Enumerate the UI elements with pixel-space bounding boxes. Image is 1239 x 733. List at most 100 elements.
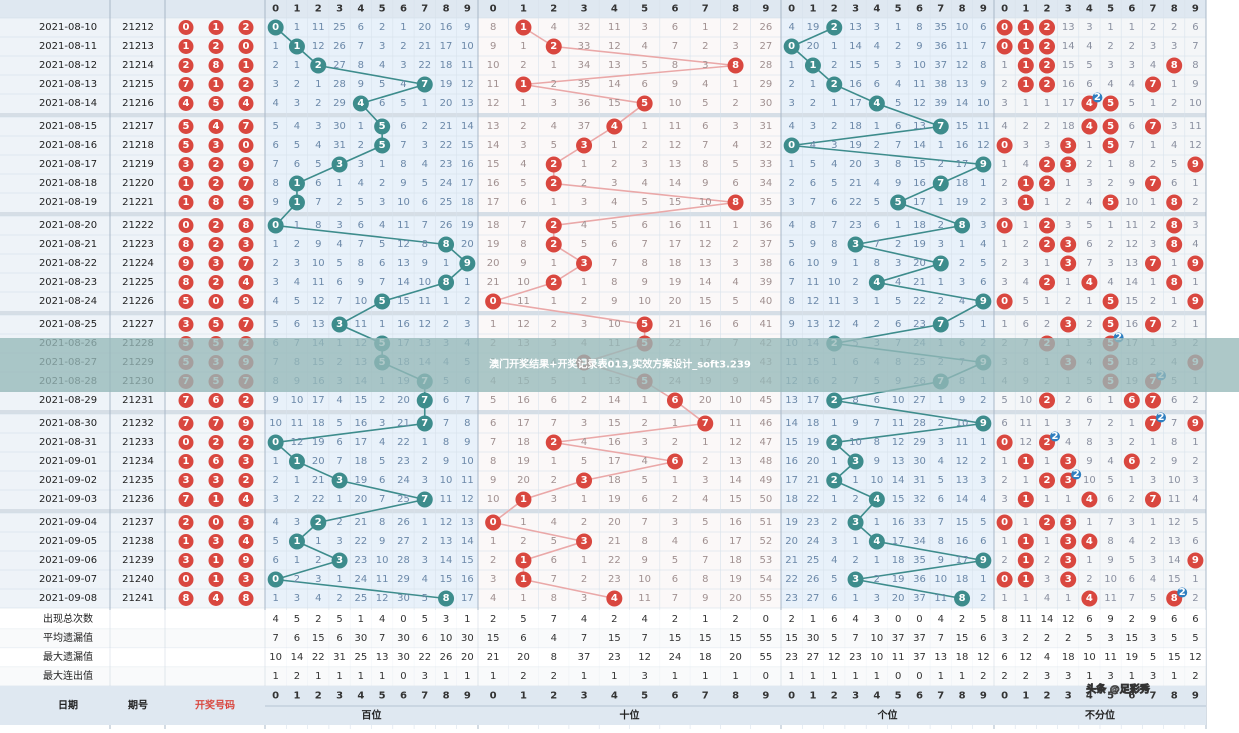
miss-value: 9 <box>852 418 858 429</box>
miss-value: 19 <box>608 494 621 505</box>
miss-value: 13 <box>956 79 969 90</box>
miss-value: 1 <box>980 178 986 189</box>
miss-value: 5 <box>732 159 738 170</box>
miss-value: 21 <box>913 277 926 288</box>
draw-ball <box>238 237 254 252</box>
stats-label: 出现总次数 <box>43 612 93 625</box>
stats-value: 6 <box>980 633 986 644</box>
hit-ball <box>1060 514 1077 531</box>
miss-value: 5 <box>895 98 901 109</box>
date: 2021-08-15 <box>39 121 97 132</box>
miss-value: 4 <box>980 239 986 250</box>
miss-value: 2 <box>551 79 557 90</box>
draw-ball <box>178 534 194 549</box>
header-digit: 5 <box>641 4 648 15</box>
hit-digit: 5 <box>641 98 648 109</box>
miss-value: 1 <box>272 41 278 52</box>
hit-ball <box>515 571 532 588</box>
stats-value: 2 <box>1192 671 1198 682</box>
hit-ball <box>932 175 949 192</box>
hit-digit: 3 <box>336 319 343 330</box>
miss-value: 3 <box>581 593 587 604</box>
hit-digit: 9 <box>1192 555 1199 566</box>
miss-value: 21 <box>312 475 325 486</box>
miss-value: 2 <box>1150 22 1156 33</box>
stats-label: 最大连出值 <box>43 669 93 682</box>
miss-value: 4 <box>272 98 278 109</box>
miss-value: 7 <box>1107 517 1113 528</box>
miss-value: 22 <box>312 494 325 505</box>
miss-value: 30 <box>759 98 772 109</box>
draw-ball <box>208 218 224 233</box>
miss-value: 5 <box>379 79 385 90</box>
hit-digit: 3 <box>1065 574 1072 585</box>
hit-digit: 1 <box>1022 456 1029 467</box>
miss-value: 1 <box>1192 437 1198 448</box>
stats-value: 0 <box>916 671 922 682</box>
miss-value: 3 <box>358 159 364 170</box>
hit-ball <box>288 194 305 211</box>
draw-digit: 2 <box>213 239 220 250</box>
header-digit: 1 <box>293 4 300 15</box>
miss-value: 10 <box>312 258 325 269</box>
miss-value: 4 <box>1086 197 1092 208</box>
issue: 21231 <box>122 395 154 406</box>
miss-value: 1 <box>294 555 300 566</box>
miss-value: 16 <box>461 574 474 585</box>
hit-ball <box>996 571 1013 588</box>
section-name: 不分位 <box>1085 709 1115 722</box>
stats-value: 12 <box>1019 652 1032 663</box>
miss-value: 11 <box>956 437 969 448</box>
miss-value: 7 <box>315 197 321 208</box>
hit-digit: 7 <box>1150 178 1157 189</box>
miss-value: 4 <box>1044 593 1050 604</box>
miss-value: 3 <box>611 178 617 189</box>
hit-ball <box>1017 533 1034 550</box>
hit-digit: 1 <box>1022 60 1029 71</box>
stats-value: 1 <box>358 671 364 682</box>
miss-value: 30 <box>397 593 410 604</box>
draw-digit: 2 <box>243 79 250 90</box>
hit-ball <box>1060 552 1077 569</box>
draw-digit: 8 <box>213 197 220 208</box>
miss-value: 3 <box>272 494 278 505</box>
draw-digit: 7 <box>183 494 190 505</box>
hit-digit: 0 <box>1001 517 1008 528</box>
miss-value: 15 <box>487 159 500 170</box>
miss-value: 14 <box>956 98 969 109</box>
repeat-badge <box>1156 412 1166 423</box>
miss-value: 6 <box>874 79 880 90</box>
miss-value: 16 <box>397 319 410 330</box>
footer-digit: 8 <box>1171 691 1178 702</box>
miss-value: 13 <box>461 517 474 528</box>
miss-value: 1 <box>959 239 965 250</box>
miss-value: 24 <box>397 475 410 486</box>
draw-ball <box>178 473 194 488</box>
miss-value: 17 <box>729 536 742 547</box>
draw-digit: 8 <box>183 239 190 250</box>
miss-value: 36 <box>913 574 926 585</box>
footer-digit: 3 <box>1065 691 1072 702</box>
miss-value: 9 <box>831 258 837 269</box>
header-digit: 9 <box>1192 4 1199 15</box>
draw-digit: 2 <box>243 475 250 486</box>
hit-digit: 4 <box>873 98 880 109</box>
miss-value: 13 <box>487 121 500 132</box>
miss-value: 1 <box>1001 159 1007 170</box>
stats-value: 2 <box>1044 633 1050 644</box>
miss-value: 8 <box>831 239 837 250</box>
section-name: 个位 <box>877 709 898 722</box>
draw-digit: 5 <box>213 98 220 109</box>
draw-ball <box>178 435 194 450</box>
header-digit: 9 <box>464 4 471 15</box>
header-digit: 5 <box>379 4 386 15</box>
hit-ball <box>1017 38 1034 55</box>
stats-value: 1 <box>672 671 678 682</box>
miss-value: 1 <box>1150 140 1156 151</box>
hit-digit: 5 <box>379 296 386 307</box>
stats-value: 55 <box>759 652 772 663</box>
issue: 21241 <box>122 593 154 604</box>
hit-ball <box>826 392 843 409</box>
miss-value: 17 <box>440 41 453 52</box>
issue: 21225 <box>122 277 154 288</box>
